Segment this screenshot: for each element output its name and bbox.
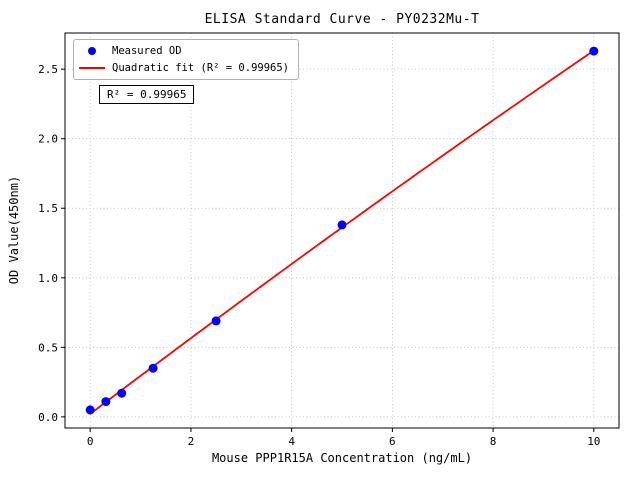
legend: Measured OD Quadratic fit (R² = 0.99965) xyxy=(73,39,300,80)
axes-frame xyxy=(64,32,620,429)
x-axis-label: Mouse PPP1R15A Concentration (ng/mL) xyxy=(211,451,473,465)
y-tick-label: 0.5 xyxy=(38,341,58,354)
data-point xyxy=(148,363,158,373)
y-tick-label: 2.5 xyxy=(38,63,58,76)
y-tick-label: 2.0 xyxy=(38,133,58,146)
legend-marker-box xyxy=(79,67,105,69)
y-axis-label: OD Value(450nm) xyxy=(7,175,21,285)
blue-dot-marker-icon xyxy=(88,47,96,55)
quadratic-fit-line xyxy=(89,49,595,415)
data-point xyxy=(337,220,347,230)
x-tick-label: 4 xyxy=(288,435,295,448)
x-tick-label: 0 xyxy=(87,435,94,448)
data-point xyxy=(211,316,221,326)
legend-marker-box xyxy=(79,47,105,55)
x-tick-label: 10 xyxy=(587,435,600,448)
data-point xyxy=(101,397,111,407)
y-tick-label: 1.0 xyxy=(38,272,58,285)
legend-label-quadratic-fit: Quadratic fit (R² = 0.99965) xyxy=(112,62,290,74)
chart-title: ELISA Standard Curve - PY0232Mu-T xyxy=(204,12,480,27)
data-point xyxy=(85,405,95,415)
legend-item-measured-od: Measured OD xyxy=(79,45,289,57)
r-squared-annotation: R² = 0.99965 xyxy=(99,85,195,104)
data-point xyxy=(117,388,127,398)
y-tick-label: 1.5 xyxy=(38,202,58,215)
data-point xyxy=(589,46,599,56)
legend-label-measured-od: Measured OD xyxy=(112,45,182,57)
legend-item-quadratic-fit: Quadratic fit (R² = 0.99965) xyxy=(79,62,289,74)
red-line-marker-icon xyxy=(79,67,105,69)
x-tick-label: 6 xyxy=(389,435,396,448)
x-tick-label: 8 xyxy=(490,435,497,448)
y-tick-label: 0.0 xyxy=(38,411,58,424)
x-tick-label: 2 xyxy=(188,435,195,448)
